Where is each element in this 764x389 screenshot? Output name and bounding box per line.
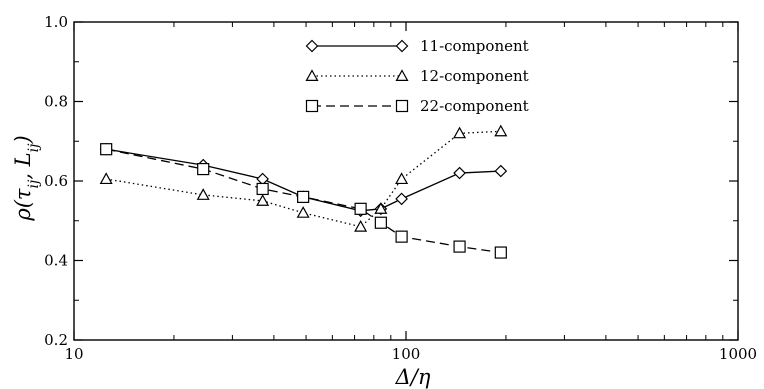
data-point xyxy=(453,166,466,180)
legend: 11-component 12-component 22-component xyxy=(305,37,529,115)
x-tick-label: 1000 xyxy=(719,345,757,363)
data-point xyxy=(354,202,367,215)
data-point xyxy=(395,172,409,185)
legend-marker xyxy=(305,69,319,82)
legend-marker xyxy=(395,69,409,82)
series-diamond xyxy=(99,142,508,218)
series-line xyxy=(106,148,501,254)
y-tick-label: 0.2 xyxy=(44,331,68,349)
x-tick-label: 100 xyxy=(392,345,421,363)
series-line xyxy=(106,130,501,228)
y-axis: 0.2 0.4 0.6 0.8 1.0 xyxy=(44,13,738,349)
data-point xyxy=(100,143,113,156)
data-point xyxy=(453,126,467,139)
data-point xyxy=(256,182,269,196)
data-point xyxy=(395,192,408,206)
data-point xyxy=(256,194,270,206)
data-point xyxy=(395,230,408,243)
data-point xyxy=(494,246,507,259)
data-point xyxy=(453,240,466,253)
data-point xyxy=(354,219,368,232)
data-point xyxy=(374,216,387,229)
legend-marker xyxy=(395,39,409,53)
y-tick-label: 0.6 xyxy=(44,172,68,190)
legend-label: 12-component xyxy=(420,67,529,85)
y-tick-label: 0.4 xyxy=(44,252,68,270)
legend-label: 22-component xyxy=(420,97,529,115)
data-point xyxy=(196,188,210,200)
x-tick-label: 10 xyxy=(64,345,83,363)
y-tick-label: 0.8 xyxy=(44,93,68,111)
legend-label: 11-component xyxy=(420,37,529,55)
y-axis-label: ρ(τij, Lij) xyxy=(11,135,42,221)
x-axis: 10 100 1000 xyxy=(64,22,757,363)
series-layer xyxy=(99,124,508,259)
data-point xyxy=(297,190,310,203)
data-point xyxy=(99,172,113,185)
data-point xyxy=(296,206,310,218)
y-tick-label: 1.0 xyxy=(44,13,68,31)
legend-marker xyxy=(305,39,319,53)
x-axis-label: Δ/η xyxy=(395,365,431,389)
legend-marker xyxy=(305,99,319,113)
data-point xyxy=(494,164,508,178)
series-square xyxy=(100,143,507,259)
legend-marker xyxy=(395,99,409,113)
data-point xyxy=(494,124,508,137)
series-triangle xyxy=(99,124,508,232)
data-point xyxy=(197,162,210,176)
data-point xyxy=(374,202,388,214)
